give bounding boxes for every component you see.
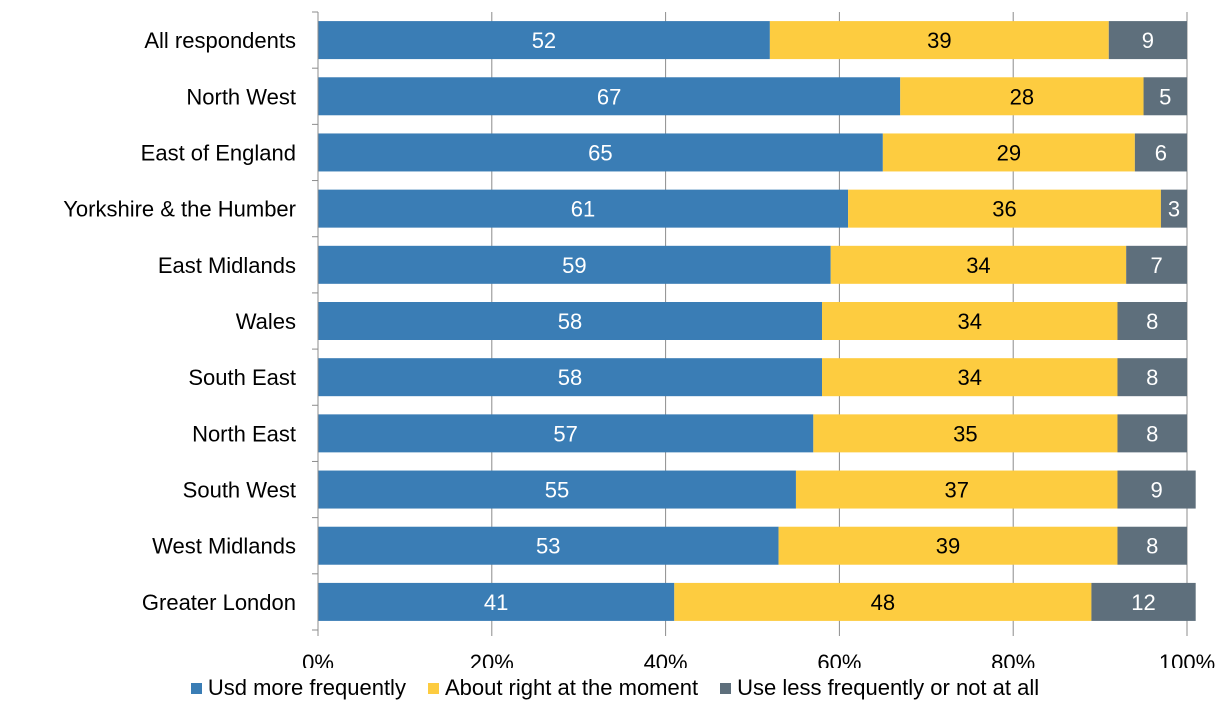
bar-segment [318,414,814,453]
data-label: 34 [958,365,982,390]
bar-segment [822,302,1118,340]
bar-segment [900,77,1144,116]
bar-segment [882,133,1135,172]
legend-swatch [720,682,732,694]
data-label: 48 [871,590,895,615]
data-label: 61 [571,197,595,222]
legend-label: About right at the moment [444,675,699,700]
data-label: 8 [1146,534,1158,559]
data-label: 58 [558,365,582,390]
legend: Usd more frequently About right at the mo… [0,668,1230,708]
category-label: Yorkshire & the Humber [63,197,296,222]
bar-segment [318,77,901,116]
stacked-bar-chart: 52 39 9 67 28 5 65 29 6 61 36 3 59 34 7 58 34 8 58 34 8 57 35 8… [63,11,1215,668]
bar-segment [318,582,675,621]
data-label: 9 [1150,478,1162,503]
bar-segment [318,302,823,340]
bar-segment [778,526,1118,565]
bar-segment [1160,189,1187,228]
category-label: East Midlands [158,253,296,278]
data-label: 39 [936,534,960,559]
bar-segment [813,414,1118,453]
bar-segment [1108,21,1187,60]
category-label: Greater London [142,590,296,615]
bar-segment [318,470,796,509]
bar-segment [822,358,1118,397]
legend-item: Usd more frequently [190,675,406,701]
data-label: 65 [588,140,612,165]
legend-swatch [190,682,202,694]
bar-segment [318,21,770,60]
axes: 0% 20% 40% 60% 80% 100% All respondents North W… [63,11,1215,668]
data-label: 6 [1155,140,1167,165]
bar-segment [318,133,883,172]
category-label: South East [188,365,296,390]
data-label: 8 [1146,421,1158,446]
legend-item: Use less frequently or not at all [720,675,1039,701]
bar-segment [1117,526,1187,565]
bar-segment [1117,358,1187,397]
legend-label: Usd more frequently [207,675,406,700]
data-label: 34 [966,253,990,278]
bar-segment [1117,302,1187,340]
data-labels: 52 39 9 67 28 5 65 29 6 61 36 3 59 34 7 58 34 8 58 34 8 57 35 8… [484,28,1180,615]
legend-swatch [427,682,439,694]
data-label: 59 [562,253,586,278]
x-tick-label: 20% [470,650,514,668]
bar-segment [1134,133,1187,172]
data-label: 35 [953,421,977,446]
category-label: East of England [141,140,296,165]
data-label: 8 [1146,309,1158,334]
data-label: 37 [944,478,968,503]
bar-segment [1117,414,1187,453]
x-tick-label: 0% [302,650,334,668]
data-label: 52 [532,28,556,53]
bar-segment [1117,470,1196,509]
data-label: 12 [1131,590,1155,615]
data-label: 41 [484,590,508,615]
category-label: North East [192,421,296,446]
bar-segment [769,21,1109,60]
data-label: 8 [1146,365,1158,390]
bar-segment [318,245,831,284]
data-label: 67 [597,84,621,109]
bar-segment [795,470,1118,509]
bar-segment [674,582,1092,621]
category-label: West Midlands [152,534,296,559]
data-label: 28 [1010,84,1034,109]
data-label: 39 [927,28,951,53]
data-label: 34 [958,309,982,334]
category-label: South West [183,478,296,503]
bar-segment [318,189,849,228]
data-label: 36 [992,197,1016,222]
bar-segment [318,358,823,397]
data-label: 53 [536,534,560,559]
data-label: 3 [1168,197,1180,222]
data-label: 9 [1142,28,1154,53]
legend-label: Use less frequently or not at all [737,675,1040,700]
bar-segment [318,526,779,565]
bar-segment [848,189,1161,228]
category-label: All respondents [144,28,296,53]
bars [318,21,1196,621]
data-label: 29 [997,140,1021,165]
x-tick-label: 60% [817,650,861,668]
data-label: 5 [1159,84,1171,109]
x-tick-label: 80% [991,650,1035,668]
bar-segment [1126,245,1187,284]
bar-segment [830,245,1127,284]
bar-segment [1091,582,1196,621]
data-label: 57 [553,421,577,446]
category-label: Wales [236,309,296,334]
x-tick-label: 40% [644,650,688,668]
bar-segment [1143,77,1187,116]
x-tick-label: 100% [1159,650,1215,668]
data-label: 7 [1150,253,1162,278]
data-label: 55 [545,478,569,503]
legend-item: About right at the moment [427,675,699,701]
category-label: North West [186,84,296,109]
data-label: 58 [558,309,582,334]
